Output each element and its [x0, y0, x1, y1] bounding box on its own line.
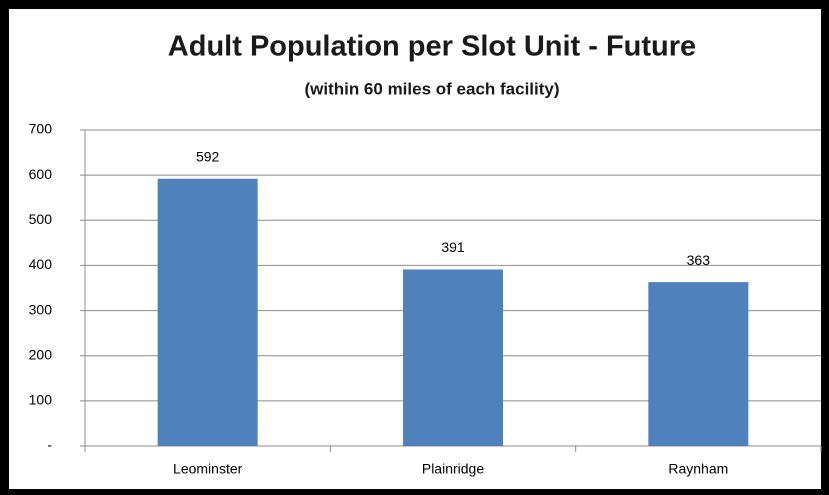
data-label: 592 [196, 148, 220, 164]
data-label: 363 [687, 252, 711, 268]
y-tick-label: - [47, 437, 52, 453]
x-tick-label: Raynham [668, 461, 728, 477]
bar [403, 269, 503, 446]
bar [157, 178, 258, 447]
data-label: 391 [441, 239, 465, 255]
y-tick-label: 700 [29, 121, 53, 137]
x-tick-label: Leominster [173, 461, 243, 477]
y-tick-label: 500 [29, 211, 53, 227]
chart-title: Adult Population per Slot Unit - Future [168, 31, 696, 63]
chart-subtitle: (within 60 miles of each facility) [304, 79, 559, 98]
y-tick-label: 100 [29, 392, 53, 408]
bar [648, 282, 749, 446]
y-tick-label: 300 [29, 301, 53, 317]
y-tick-label: 400 [29, 256, 53, 272]
x-tick-label: Plainridge [422, 461, 484, 477]
y-tick-label: 200 [29, 346, 53, 362]
y-tick-label: 600 [29, 166, 53, 182]
